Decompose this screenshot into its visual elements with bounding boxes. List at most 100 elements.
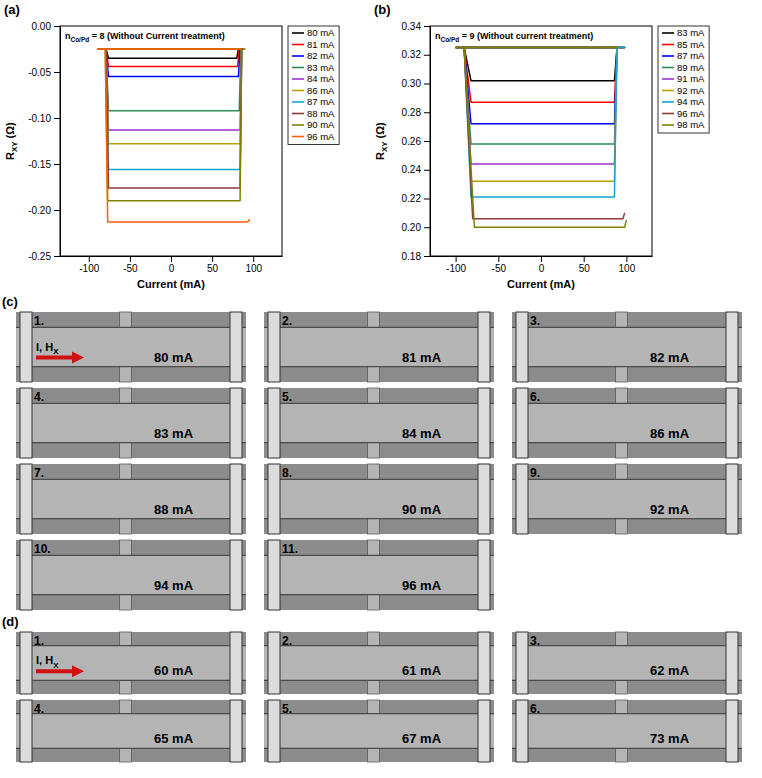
legend-swatch xyxy=(292,113,304,115)
y-tick-mark xyxy=(54,164,60,165)
bar-edge xyxy=(512,442,742,443)
x-tick-mark xyxy=(171,256,172,262)
hall-bar xyxy=(264,714,494,749)
x-tick-label: -50 xyxy=(123,263,138,274)
image-frame: 1.60 mAI, HX xyxy=(16,632,246,694)
frame-label: 83 mA xyxy=(154,426,194,441)
frame-background xyxy=(512,632,742,694)
frame-index: 10. xyxy=(34,542,51,556)
y-tick-label: -0.25 xyxy=(28,251,51,262)
y-tick: 0.34 xyxy=(402,21,430,32)
frame-background xyxy=(264,632,494,694)
y-tick-mark xyxy=(424,112,430,113)
series-line xyxy=(99,49,244,144)
electrode xyxy=(20,632,32,694)
electrode xyxy=(516,700,528,762)
y-axis-line xyxy=(430,27,431,257)
bar-edge xyxy=(264,366,494,367)
series-line xyxy=(456,48,625,164)
frame-label: 94 mA xyxy=(154,578,194,593)
bar-edge xyxy=(264,327,494,328)
y-tick-mark xyxy=(54,210,60,211)
electrode xyxy=(230,388,242,458)
bar-edge xyxy=(264,555,494,556)
bar-edge xyxy=(264,518,494,519)
hall-bar xyxy=(16,403,246,442)
series-line xyxy=(97,49,245,201)
bar-edge xyxy=(16,403,246,404)
x-tick: 50 xyxy=(579,256,591,274)
y-tick: -0.10 xyxy=(28,113,60,124)
y-tick: 0.00 xyxy=(32,21,60,32)
frame-index: 4. xyxy=(34,390,44,404)
legend-swatch xyxy=(662,124,674,126)
legend-label: 81 mA xyxy=(307,39,335,50)
arrow-label: I, HX xyxy=(36,654,59,669)
electrode xyxy=(268,388,280,458)
y-tick-label: 0.28 xyxy=(402,107,422,118)
frame-background xyxy=(16,464,246,534)
electrode xyxy=(230,464,242,534)
frame-background xyxy=(264,312,494,382)
electrode xyxy=(516,632,528,694)
bar-edge xyxy=(512,748,742,749)
electrode xyxy=(478,312,490,382)
y-tick: 0.20 xyxy=(402,222,430,233)
legend-label: 87 mA xyxy=(677,50,705,61)
x-tick-mark xyxy=(130,256,131,262)
bar-edge xyxy=(512,403,742,404)
frame-label: 65 mA xyxy=(154,731,194,746)
y-tick-mark xyxy=(54,256,60,257)
series-line xyxy=(456,48,625,198)
panel-label: (a) xyxy=(4,2,20,17)
frame-label: 81 mA xyxy=(402,350,442,365)
series-line xyxy=(456,48,625,81)
panel-label: (c) xyxy=(2,294,18,309)
frame-label: 80 mA xyxy=(154,350,194,365)
image-frame: 3.62 mA xyxy=(512,632,742,694)
image-frame: 10. 94 mA xyxy=(16,540,246,610)
hall-bar xyxy=(16,327,246,366)
legend-swatch xyxy=(292,55,304,57)
series-line xyxy=(99,49,244,170)
bar-edge xyxy=(16,713,246,714)
legend-swatch xyxy=(292,136,304,138)
frame-background xyxy=(264,700,494,762)
x-tick: -50 xyxy=(492,256,507,274)
y-tick-label: 0.30 xyxy=(402,78,422,89)
x-tick: 0 xyxy=(169,256,175,274)
electrode xyxy=(20,388,32,458)
electrode xyxy=(478,464,490,534)
y-tick: -0.20 xyxy=(28,205,60,216)
legend-label: 82 mA xyxy=(307,50,335,61)
legend-label: 91 mA xyxy=(677,73,705,84)
x-tick: -100 xyxy=(79,256,99,274)
x-tick-mark xyxy=(89,256,90,262)
hall-bar xyxy=(16,714,246,749)
bar-edge xyxy=(264,594,494,595)
arrow-shaft xyxy=(36,669,74,673)
electrode xyxy=(478,700,490,762)
legend-label: 96 mA xyxy=(307,131,335,142)
y-tick-mark xyxy=(54,72,60,73)
y-tick-label: -0.15 xyxy=(28,159,51,170)
y-axis-line xyxy=(60,27,61,257)
frame-background xyxy=(16,312,246,382)
frame-label: 82 mA xyxy=(650,350,690,365)
frame-background xyxy=(16,388,246,458)
frame-background xyxy=(512,464,742,534)
plot-frame xyxy=(430,26,652,256)
electrode xyxy=(478,388,490,458)
y-tick-label: 0.34 xyxy=(402,21,422,32)
arrow-shaft xyxy=(36,356,74,360)
y-tick-mark xyxy=(424,227,430,228)
bar-edge xyxy=(16,594,246,595)
y-tick-label: -0.10 xyxy=(28,113,51,124)
text-part: R xyxy=(4,152,16,160)
bar-edge xyxy=(16,680,246,681)
bar-edge xyxy=(264,680,494,681)
frame-background xyxy=(16,540,246,610)
y-tick-mark xyxy=(424,141,430,142)
legend-swatch xyxy=(662,32,674,34)
image-frame: 4. 83 mA xyxy=(16,388,246,458)
